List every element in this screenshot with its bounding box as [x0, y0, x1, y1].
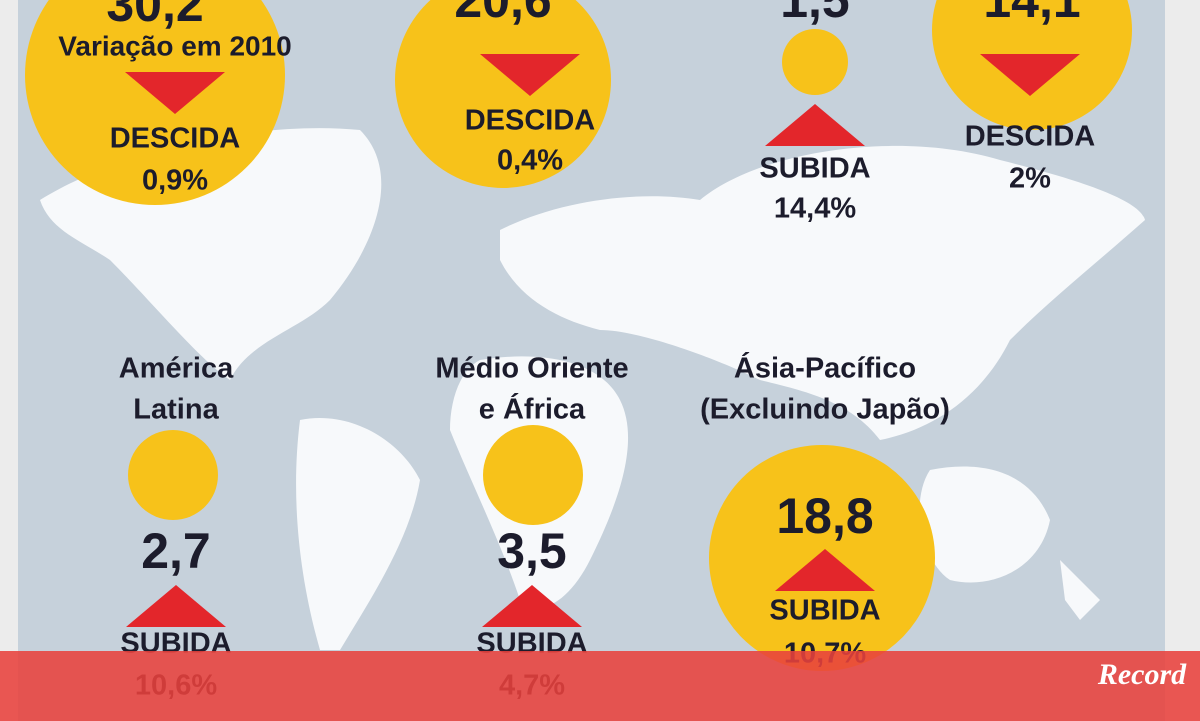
bubble — [395, 0, 611, 188]
region-label: Médio Oriente — [435, 353, 628, 385]
direction: DESCIDA — [965, 121, 1096, 153]
bubble — [483, 425, 583, 525]
arrow-up — [482, 585, 582, 627]
arrow-down — [480, 54, 580, 96]
direction: SUBIDA — [759, 153, 870, 185]
bubble — [782, 29, 848, 95]
region-label: Ásia-Pacífico — [734, 351, 916, 385]
change: 0,9% — [142, 165, 208, 197]
note: Variação em 2010 — [58, 30, 292, 61]
arrow-up — [765, 104, 865, 146]
value: 20,6 — [454, 0, 551, 28]
world-map — [40, 128, 1145, 650]
value: 14,1 — [983, 0, 1080, 28]
value: 1,5 — [780, 0, 850, 28]
value: 30,2 — [106, 0, 203, 32]
region-label: (Excluindo Japão) — [700, 394, 950, 426]
arrow-up — [775, 549, 875, 591]
value: 3,5 — [497, 523, 567, 579]
direction: DESCIDA — [110, 123, 241, 155]
value: 2,7 — [141, 523, 211, 579]
change: 2% — [1009, 163, 1051, 195]
brand-logo: Record — [1097, 658, 1187, 691]
change: 14,4% — [774, 193, 856, 225]
value: 18,8 — [776, 488, 873, 544]
direction: DESCIDA — [465, 105, 596, 137]
region-label: e África — [479, 392, 586, 426]
arrow-down — [980, 54, 1080, 96]
bubble — [25, 0, 285, 205]
arrow-down — [125, 72, 225, 114]
arrow-up — [126, 585, 226, 627]
bubble — [128, 430, 218, 520]
direction: SUBIDA — [769, 595, 880, 627]
region-label: América — [119, 353, 234, 385]
change: 0,4% — [497, 145, 563, 177]
region-label: Latina — [133, 394, 219, 426]
footer-bar — [0, 651, 1200, 721]
